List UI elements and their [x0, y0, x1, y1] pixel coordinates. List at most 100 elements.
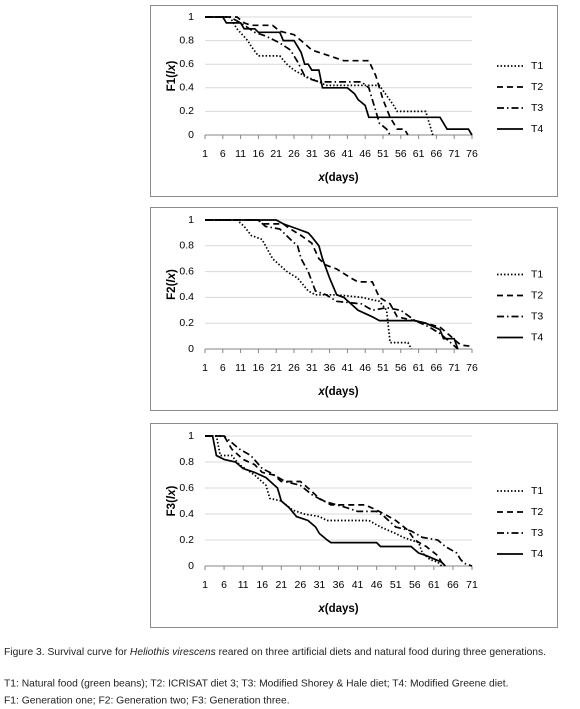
x-axis-title: x(days)	[317, 386, 358, 398]
legend-label: T3	[531, 527, 543, 539]
y-title-part: F3(	[166, 499, 178, 516]
y-title-part: )	[166, 486, 178, 490]
x-tick-label: 31	[306, 362, 318, 374]
legend-label: T4	[531, 548, 543, 560]
x-tick-label: 61	[428, 579, 440, 591]
legend-entry: T1	[497, 60, 543, 72]
x-tick-label: 51	[377, 148, 389, 160]
x-tick-label: 16	[253, 362, 265, 374]
caption-species: Heliothis virescens	[130, 647, 216, 658]
x-tick-label: 61	[413, 362, 425, 374]
y-tick-label: 0.8	[179, 240, 194, 252]
y-tick-label: 0	[188, 129, 194, 141]
survival-line	[205, 16, 473, 136]
x-tick-label: 11	[235, 148, 246, 160]
survival-line	[205, 16, 434, 136]
x-tick-label: 41	[342, 148, 354, 160]
caption-text: Figure 3. Survival curve for	[4, 647, 130, 658]
x-tick-label: 11	[238, 579, 249, 591]
survival-line	[205, 219, 413, 350]
x-tick-label: 76	[466, 148, 478, 160]
y-tick-label: 0.2	[179, 105, 194, 117]
legend-entry: T4	[497, 331, 543, 343]
x-tick-label: 16	[253, 148, 265, 160]
survival-line	[205, 435, 473, 567]
x-tick-label: 6	[220, 148, 226, 160]
x-tick-label: 56	[409, 579, 421, 591]
x-title-part: x	[317, 172, 325, 184]
y-tick-label: 0	[188, 560, 194, 572]
x-tick-label: 41	[342, 362, 354, 374]
y-tick-label: 0.2	[179, 534, 194, 546]
x-tick-label: 46	[359, 362, 371, 374]
x-tick-label: 51	[390, 579, 402, 591]
y-tick-label: 0.4	[179, 508, 194, 520]
y-title-part: F2(	[166, 282, 178, 299]
x-tick-label: 46	[359, 148, 371, 160]
chart-border	[150, 423, 558, 628]
y-tick-label: 0.4	[179, 291, 194, 303]
legend-label: T2	[531, 81, 543, 93]
survival-line	[205, 219, 459, 350]
y-tick-label: 0.8	[179, 34, 194, 46]
y-title-part: F1(	[166, 74, 178, 91]
y-title-part: lx	[166, 64, 178, 74]
x-tick-label: 56	[395, 362, 407, 374]
y-tick-label: 0.6	[179, 482, 194, 494]
y-tick-label: 0.8	[179, 456, 194, 468]
x-tick-label: 11	[235, 362, 246, 374]
legend-entry: T2	[497, 506, 543, 518]
legend-entry: T3	[497, 527, 543, 539]
legend-entry: T4	[497, 548, 543, 560]
x-tick-label: 26	[288, 148, 300, 160]
y-tick-label: 0.4	[179, 82, 194, 94]
x-title-part: x	[317, 603, 325, 615]
chart-panel: 00.20.40.60.811 6 11 16 21 26 31 36 41 46 51 56 61 66…	[150, 423, 558, 628]
legend-label: T3	[531, 310, 543, 322]
y-title-part: )	[166, 269, 178, 273]
y-tick-label: 1	[188, 11, 194, 23]
x-tick-label: 21	[270, 362, 282, 374]
legend-label: T2	[531, 506, 543, 518]
x-tick-label: 6	[221, 579, 227, 591]
x-tick-label: 36	[324, 148, 336, 160]
x-tick-label: 1	[202, 579, 208, 591]
x-tick-label: 56	[395, 148, 407, 160]
x-tick-label: 66	[431, 362, 443, 374]
x-tick-label: 66	[447, 579, 459, 591]
legend-label: T4	[531, 331, 543, 343]
y-title-part: lx	[166, 272, 178, 282]
legend-entry: T1	[497, 268, 543, 280]
survival-line	[205, 219, 459, 350]
x-tick-label: 6	[220, 362, 226, 374]
x-tick-label: 51	[377, 362, 389, 374]
treatment-note: T1: Natural food (green beans); T2: ICRI…	[4, 679, 508, 690]
x-tick-label: 16	[256, 579, 268, 591]
legend-label: T1	[531, 60, 543, 72]
x-title-part: (days)	[325, 603, 359, 615]
x-tick-label: 71	[448, 148, 460, 160]
chart-panel: 00.20.40.60.811 6 11 16 21 26 31 36 41 46 51 56 61 66…	[150, 5, 558, 197]
survival-line	[205, 435, 443, 567]
x-tick-label: 1	[202, 148, 208, 160]
x-title-part: x	[317, 386, 325, 398]
legend-entry: T4	[497, 123, 543, 135]
x-tick-label: 71	[466, 579, 478, 591]
chart-border	[150, 207, 558, 411]
generation-note: F1: Generation one; F2: Generation two; …	[4, 696, 290, 707]
legend-entry: T3	[497, 310, 543, 322]
legend-label: T3	[531, 102, 543, 114]
legend-label: T1	[531, 268, 543, 280]
x-tick-label: 61	[413, 148, 425, 160]
y-title-part: lx	[166, 489, 178, 499]
x-tick-label: 71	[448, 362, 460, 374]
y-axis-title: F2(lx)	[166, 269, 178, 300]
y-tick-label: 0.6	[179, 58, 194, 70]
x-tick-label: 36	[333, 579, 345, 591]
x-tick-label: 31	[306, 148, 318, 160]
legend-entry: T1	[497, 485, 543, 497]
survival-line	[205, 435, 446, 567]
y-tick-label: 0.2	[179, 317, 194, 329]
legend-label: T1	[531, 485, 543, 497]
